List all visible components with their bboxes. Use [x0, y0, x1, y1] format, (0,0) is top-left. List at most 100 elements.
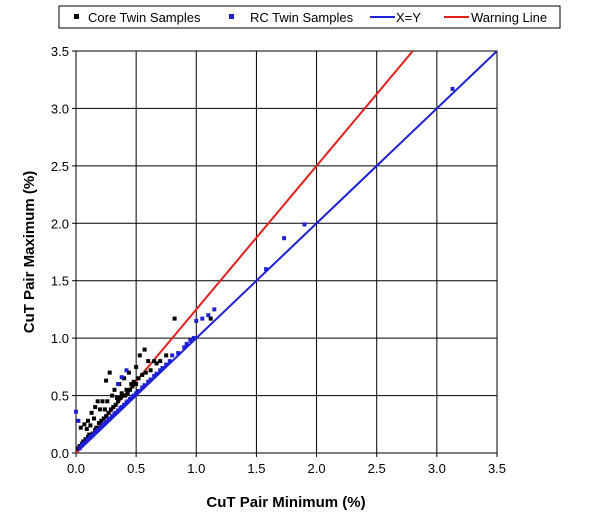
y-tick-label: 3.5	[51, 44, 69, 59]
x-tick-label: 3.0	[428, 461, 446, 476]
data-point-series-0	[146, 359, 151, 364]
data-point-series-0	[100, 399, 105, 404]
data-point-series-0	[112, 387, 117, 392]
data-point-series-0	[110, 393, 115, 398]
data-point-series-1	[206, 313, 211, 318]
data-point-series-1	[158, 368, 163, 373]
data-point-series-1	[212, 307, 217, 312]
data-point-series-0	[108, 407, 113, 412]
data-point-series-1	[110, 414, 115, 419]
x-axis-title: CuT Pair Minimum (%)	[206, 494, 365, 511]
data-point-series-0	[140, 372, 145, 377]
data-point-series-1	[148, 377, 153, 382]
legend-label-core: Core Twin Samples	[88, 10, 201, 25]
data-point-series-1	[74, 409, 78, 414]
x-tick-label: 2.5	[368, 461, 386, 476]
data-point-series-1	[95, 428, 100, 432]
data-point-series-0	[128, 387, 133, 392]
data-point-series-0	[130, 384, 135, 389]
data-point-series-1	[164, 362, 169, 367]
data-point-series-1	[131, 393, 136, 398]
data-point-series-1	[125, 399, 130, 404]
data-point-series-0	[120, 393, 125, 398]
y-tick-label: 2.5	[51, 159, 69, 174]
data-point-series-1	[80, 443, 84, 447]
x-tick-label: 1.0	[187, 461, 205, 476]
data-point-series-0	[101, 416, 106, 421]
data-point-series-1	[142, 383, 147, 388]
legend-label-xy: X=Y	[396, 10, 421, 25]
x-axis-ticks: 0.0 0.5 1.0 1.5 2.0 2.5 3.0 3.5	[67, 453, 506, 476]
data-point-series-0	[119, 391, 124, 396]
data-point-series-0	[114, 395, 119, 400]
x-tick-label: 0.5	[127, 461, 145, 476]
legend-marker-rc	[229, 14, 234, 19]
data-point-series-0	[126, 370, 131, 375]
data-point-series-1	[140, 385, 145, 390]
data-point-series-0	[93, 405, 98, 410]
data-point-series-0	[172, 316, 177, 321]
data-point-series-0	[86, 418, 90, 423]
data-point-series-1	[116, 382, 121, 387]
data-point-series-1	[167, 359, 172, 364]
data-point-series-0	[208, 316, 213, 321]
data-point-series-1	[92, 431, 96, 436]
data-point-series-1	[77, 446, 82, 451]
legend-frame	[58, 5, 561, 29]
y-axis-title: CuT Pair Maximum (%)	[21, 171, 38, 334]
data-point-series-0	[99, 418, 104, 423]
y-tick-label: 1.5	[51, 274, 69, 289]
y-axis-ticks: 0.0 0.5 1.0 1.5 2.0 2.5 3.0 3.5	[51, 44, 76, 461]
data-point-series-1	[191, 336, 196, 341]
data-point-series-0	[77, 444, 82, 449]
data-point-series-1	[282, 236, 287, 241]
y-tick-label: 3.0	[51, 101, 69, 116]
data-point-series-0	[98, 407, 103, 412]
data-point-series-0	[137, 353, 142, 358]
data-point-series-1	[136, 389, 141, 393]
data-point-series-0	[87, 432, 92, 437]
data-point-series-1	[119, 405, 124, 410]
data-point-series-0	[84, 426, 89, 431]
data-point-series-1	[113, 410, 118, 415]
data-point-series-1	[188, 338, 193, 343]
x-tick-label: 0.0	[67, 461, 85, 476]
data-point-series-1	[107, 416, 112, 421]
data-point-series-0	[94, 425, 99, 430]
data-point-series-0	[78, 425, 83, 430]
data-point-series-1	[152, 374, 157, 378]
x-tick-label: 2.0	[308, 461, 326, 476]
data-point-series-1	[119, 375, 124, 380]
data-point-series-0	[143, 370, 148, 375]
data-point-series-0	[124, 387, 129, 392]
legend-label-warning: Warning Line	[471, 10, 547, 25]
data-point-series-0	[82, 422, 87, 427]
data-point-series-0	[118, 395, 123, 400]
data-point-series-1	[82, 440, 87, 445]
plot-frame	[75, 50, 498, 454]
data-point-series-1	[182, 345, 187, 350]
data-point-series-0	[88, 423, 93, 428]
data-point-series-1	[154, 371, 159, 376]
data-point-series-0	[122, 376, 127, 381]
data-point-series-0	[102, 407, 107, 412]
data-point-series-1	[194, 318, 199, 323]
data-point-series-0	[134, 364, 139, 369]
data-point-series-1	[160, 366, 165, 370]
data-point-series-1	[101, 422, 106, 427]
data-point-series-0	[158, 359, 163, 364]
data-point-series-0	[105, 399, 110, 404]
data-point-series-0	[95, 399, 100, 404]
data-point-series-0	[86, 434, 90, 439]
data-point-series-1	[170, 353, 175, 358]
data-point-series-1	[200, 316, 205, 321]
data-point-series-0	[164, 353, 169, 358]
data-point-series-0	[148, 368, 153, 373]
data-point-series-0	[89, 410, 94, 415]
data-point-series-0	[129, 382, 134, 387]
data-point-series-0	[131, 379, 136, 384]
data-point-series-1	[122, 402, 127, 407]
data-point-series-1	[134, 391, 139, 396]
data-point-series-1	[116, 408, 121, 413]
